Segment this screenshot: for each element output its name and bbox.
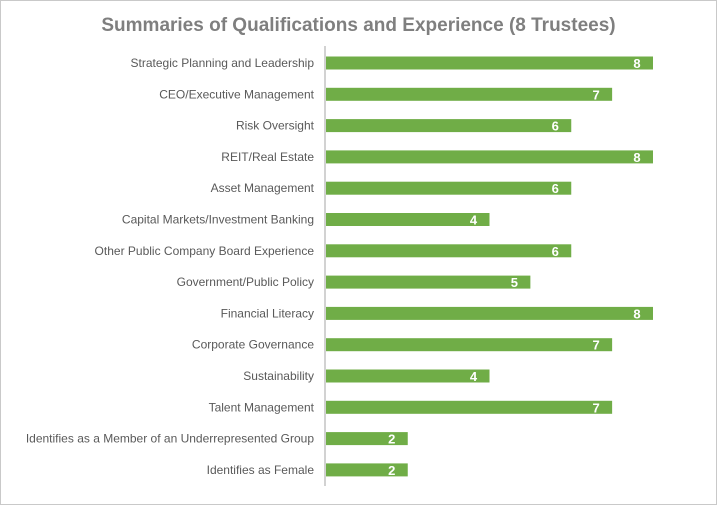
- category-label: Identifies as Female: [207, 463, 315, 477]
- bar: [326, 87, 613, 101]
- bar: [326, 56, 653, 70]
- category-label: Identifies as a Member of an Underrepres…: [26, 432, 314, 446]
- category-label: Financial Literacy: [221, 306, 314, 320]
- data-label: 4: [470, 369, 478, 384]
- bar: [326, 275, 531, 289]
- data-label: 4: [470, 213, 478, 228]
- bar: [326, 150, 653, 164]
- bar: [326, 244, 572, 258]
- bar: [326, 338, 613, 352]
- category-label: Government/Public Policy: [177, 275, 314, 289]
- bar: [326, 369, 490, 383]
- bar: [326, 119, 572, 133]
- data-label: 7: [593, 400, 600, 415]
- bar: [326, 400, 613, 414]
- category-label: Other Public Company Board Experience: [95, 244, 315, 258]
- bar: [326, 432, 408, 446]
- category-label: Risk Oversight: [236, 119, 315, 133]
- data-label: 6: [552, 181, 559, 196]
- data-label: 8: [633, 56, 640, 71]
- data-label: 6: [552, 119, 559, 134]
- category-label: Strategic Planning and Leadership: [131, 56, 315, 70]
- category-label: Sustainability: [243, 369, 314, 383]
- category-label: Corporate Governance: [192, 338, 314, 352]
- category-label: Capital Markets/Investment Banking: [122, 213, 314, 227]
- data-label: 8: [633, 150, 640, 165]
- bar: [326, 213, 490, 226]
- data-label: 5: [511, 275, 518, 290]
- data-label: 7: [593, 338, 600, 353]
- data-label: 2: [388, 463, 395, 478]
- bar: [326, 463, 408, 477]
- chart-title: Summaries of Qualifications and Experien…: [101, 15, 616, 36]
- bar: [326, 306, 653, 320]
- bar: [326, 181, 572, 195]
- category-label: REIT/Real Estate: [221, 150, 314, 164]
- category-label: CEO/Executive Management: [159, 87, 314, 101]
- data-label: 7: [593, 87, 600, 102]
- category-label: Talent Management: [209, 400, 315, 414]
- data-label: 2: [388, 432, 395, 447]
- data-label: 6: [552, 244, 559, 259]
- category-label: Asset Management: [211, 181, 315, 195]
- data-label: 8: [633, 306, 640, 321]
